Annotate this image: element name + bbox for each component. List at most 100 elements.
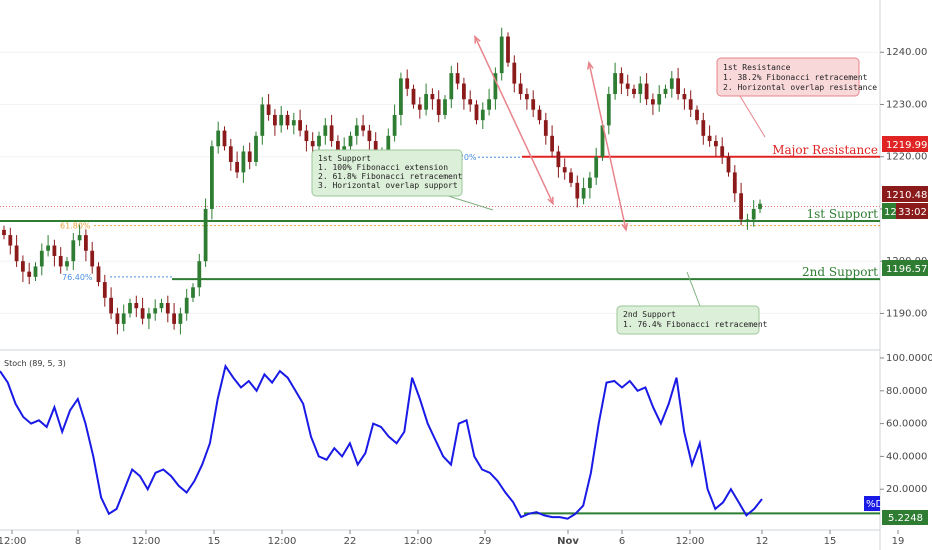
- candle-body: [569, 172, 573, 183]
- candle-body: [600, 125, 605, 157]
- candle-body: [632, 88, 636, 95]
- candle-body: [361, 125, 365, 131]
- candle-body: [480, 109, 485, 121]
- time-tick-label: 15: [824, 536, 837, 547]
- oscillator-tick-label: 100.0000: [886, 353, 932, 364]
- candle-body: [594, 156, 599, 178]
- resistance-callout-box: [716, 57, 860, 97]
- oscillator-tick-label: 20.0000: [886, 484, 927, 495]
- swing-arrow-tail: [474, 34, 481, 44]
- current-price-tag-text: 1210.48: [886, 190, 927, 201]
- time-tick-label: 15: [208, 536, 221, 547]
- candle-body: [512, 62, 517, 84]
- candle-body: [14, 245, 19, 262]
- candle-body: [33, 266, 38, 277]
- candle-body: [714, 141, 718, 147]
- candle-body: [417, 104, 422, 110]
- candle-body: [121, 313, 126, 324]
- candle-body: [487, 99, 491, 110]
- candle-body: [298, 120, 302, 131]
- oscillator-tick-label: 60.0000: [886, 419, 927, 430]
- resistance-callout-pointer: [739, 95, 766, 138]
- time-tick-label: 12:00: [404, 536, 433, 547]
- candle-body: [247, 151, 252, 162]
- candle-body: [613, 73, 617, 95]
- candle-body: [676, 78, 680, 95]
- candle-body: [411, 88, 416, 105]
- candle-body: [159, 302, 164, 309]
- support1-callout: 1st Support 1. 100% Fibonacci extension …: [311, 149, 494, 211]
- candle-body: [266, 104, 271, 115]
- candle-body: [77, 235, 82, 241]
- candle-body: [468, 99, 473, 105]
- candle-body: [474, 104, 479, 121]
- support2-callout-box: [616, 305, 760, 335]
- candle-body: [625, 83, 630, 89]
- candle-body: [317, 135, 321, 147]
- candle-body: [373, 141, 378, 152]
- candle-body: [575, 182, 580, 199]
- candle-body: [436, 99, 441, 115]
- resistance-callout-line1: 1. 38.2% Fibonacci retracement: [723, 73, 868, 82]
- candle-body: [222, 130, 227, 147]
- candle-body: [184, 297, 189, 314]
- candle-body: [562, 167, 567, 173]
- countdown-tag: [896, 203, 928, 219]
- candle-body: [449, 73, 454, 100]
- support1-callout-title: 1st Support: [318, 154, 371, 163]
- candle-body: [291, 120, 296, 126]
- time-tick-label: 12:00: [0, 536, 26, 547]
- candle-body: [304, 130, 309, 142]
- candle-body: [260, 104, 265, 136]
- candle-body: [71, 240, 76, 262]
- candle-body: [140, 308, 145, 319]
- second-support-price-tag: [882, 260, 928, 276]
- candle-body: [707, 135, 712, 142]
- candle-body: [90, 250, 95, 267]
- candle-body: [518, 83, 523, 95]
- candle-body: [197, 261, 202, 288]
- series-legend-tag: [864, 496, 880, 511]
- second-support-price-tag-text: 1196.57: [886, 264, 927, 275]
- candle-body: [619, 73, 624, 84]
- candle-body: [531, 99, 536, 110]
- candle-body: [606, 94, 611, 126]
- candle-body: [115, 313, 120, 324]
- candle-body: [688, 99, 693, 110]
- candle-body: [462, 83, 466, 100]
- support2-callout-line1: 1. 76.4% Fibonacci retracement: [623, 320, 768, 329]
- series-legend-tag-text: %D: [866, 499, 884, 510]
- key-levels[interactable]: Major Resistance 1st Support 2nd Support: [0, 143, 880, 281]
- time-tick-label: 6: [619, 536, 625, 547]
- candle-body: [52, 245, 57, 256]
- current-price-tag: [882, 186, 928, 202]
- swing-arrow: [474, 36, 554, 205]
- major-resistance-label: Major Resistance: [772, 143, 878, 157]
- candle-body: [506, 36, 510, 63]
- candle-body: [399, 78, 403, 115]
- support2-callout-pointer: [686, 271, 701, 307]
- candle-body: [329, 125, 334, 142]
- candle-body: [556, 151, 561, 168]
- resistance-callout: 1st Resistance 1. 38.2% Fibonacci retrac…: [716, 57, 877, 138]
- candle-body: [499, 36, 504, 74]
- candle-body: [405, 78, 410, 89]
- major-resistance-price-tag: [882, 136, 928, 152]
- candle-body: [134, 302, 139, 309]
- candle-body: [191, 287, 195, 298]
- candle-body: [228, 146, 233, 162]
- candle-body: [102, 282, 107, 298]
- fib-76-label: 76.40%: [62, 273, 93, 282]
- candle-body: [669, 78, 674, 89]
- stochastic-panel: Stoch (89, 5, 3) %D 5.2248: [0, 359, 928, 525]
- candle-body: [84, 235, 88, 251]
- stochastic-line: [0, 363, 763, 520]
- candle-body: [455, 73, 460, 84]
- candle-body: [695, 109, 699, 121]
- candle-body: [739, 193, 743, 220]
- candle-body: [758, 203, 762, 209]
- candle-body: [732, 172, 737, 194]
- stochastic-value-tag: [882, 510, 928, 525]
- candle-body: [663, 88, 668, 95]
